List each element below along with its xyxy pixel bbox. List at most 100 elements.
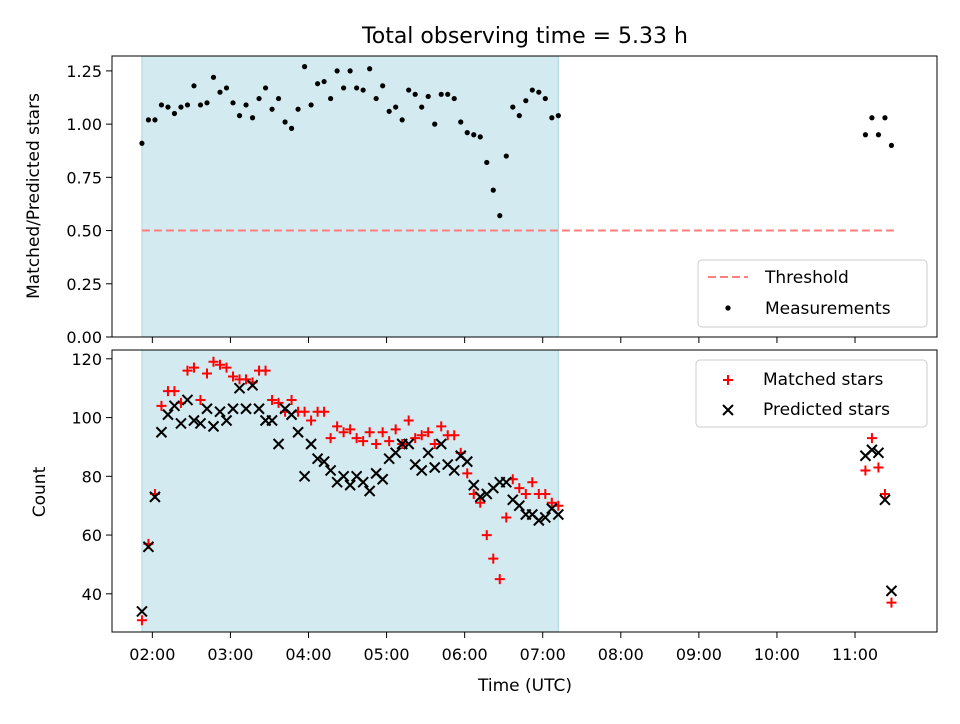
matched-star-point <box>429 439 440 449</box>
matched-star-point <box>351 433 362 444</box>
measurement-point <box>438 91 444 97</box>
predicted-star-point <box>266 414 278 427</box>
measurement-point <box>275 95 282 102</box>
ratio-legend-box <box>697 259 928 328</box>
measurement-point <box>503 153 509 159</box>
measurement-point <box>152 117 158 123</box>
measurement-point <box>334 68 340 74</box>
matched-star-point <box>481 530 492 541</box>
measurement-point <box>184 102 191 108</box>
count-legend-box <box>695 359 928 428</box>
measurement-point <box>262 85 269 91</box>
ratio-observing-span <box>141 55 559 338</box>
count-panel: 02:00 03:00 04:00 05:00 06:00 07:00 08:00 09:00… <box>71 349 938 664</box>
measurement-point <box>549 115 555 121</box>
legend-measurement-label: Measurements <box>765 299 891 319</box>
ratio-y-tick-label: 1.25 <box>66 62 102 81</box>
measurement-point <box>282 119 288 125</box>
measurement-point <box>314 81 321 87</box>
ratio-y-tick-label: 0.25 <box>66 275 102 294</box>
matched-star-point <box>410 433 421 444</box>
measurement-point <box>217 89 223 95</box>
measurement-point <box>471 132 477 138</box>
measurement-point <box>451 95 457 102</box>
predicted-star-point <box>188 414 200 427</box>
measurement-point <box>360 87 366 93</box>
matched-star-point <box>319 406 330 417</box>
predicted-star-point <box>136 605 148 618</box>
predicted-star-point <box>866 444 878 456</box>
measurement-point <box>516 113 522 119</box>
measurement-point <box>178 104 184 110</box>
x-tick-label: 04:00 <box>285 645 331 664</box>
predicted-star-point <box>885 585 898 597</box>
predicted-star-point <box>214 405 226 418</box>
count-y-tick-label: 40 <box>82 585 102 604</box>
predicted-star-point <box>324 464 337 477</box>
matched-star-point <box>377 427 388 438</box>
predicted-star-point <box>318 455 330 468</box>
matched-star-point <box>488 553 499 564</box>
predicted-star-point <box>872 447 885 459</box>
predicted-star-point <box>149 491 161 503</box>
predicted-star-point <box>155 426 168 438</box>
predicted-star-point <box>246 379 259 391</box>
predicted-star-point <box>220 414 233 427</box>
matched-star-point <box>136 615 147 626</box>
predicted-star-point <box>337 470 350 483</box>
predicted-star-point <box>168 400 181 412</box>
measurement-point <box>869 115 875 121</box>
measurement-point <box>393 104 399 110</box>
ratio-panel: 0.00 0.25 0.50 0.75 1.00 1.25 Threshold Measure… <box>66 55 938 347</box>
x-tick-label: 09:00 <box>676 645 722 664</box>
measurement-point <box>386 108 392 114</box>
measurement-point <box>399 117 405 123</box>
measurement-point <box>419 104 425 110</box>
predicted-star-point <box>240 403 252 415</box>
matched-star-point <box>866 433 877 444</box>
matched-star-point <box>306 415 317 426</box>
measurement-point <box>295 106 301 112</box>
measurement-point <box>555 113 561 119</box>
predicted-star-point <box>175 417 187 430</box>
measurement-point <box>497 213 503 219</box>
measurement-point <box>328 95 334 102</box>
matched-star-point <box>494 574 505 585</box>
count-axes-frame <box>111 349 938 633</box>
measurement-point <box>464 130 470 136</box>
measurement-point <box>210 74 217 80</box>
ratio-legend: Threshold Measurements <box>697 259 928 328</box>
matched-star-point <box>475 497 486 508</box>
measurement-point <box>412 91 418 97</box>
ratio-y-tick-label: 0.00 <box>66 328 102 347</box>
measurement-point <box>158 102 165 108</box>
predicted-star-point <box>402 438 415 450</box>
matched-star-point <box>169 386 180 397</box>
measurement-point <box>523 98 529 104</box>
ratio-axes-frame <box>111 55 938 338</box>
measurement-point <box>269 106 275 112</box>
predicted-star-point <box>415 464 428 477</box>
matched-star-point <box>332 421 343 432</box>
predicted-star-point <box>363 485 376 497</box>
x-tick-label: 10:00 <box>754 645 800 664</box>
measurement-point <box>165 104 171 110</box>
predicted-star-point <box>468 479 480 491</box>
measurement-point <box>223 85 230 91</box>
measurement-point <box>477 134 483 140</box>
predicted-star-point <box>207 420 220 433</box>
matched-star-point <box>873 462 884 473</box>
measurement-point <box>458 119 464 125</box>
matched-star-point <box>338 427 349 438</box>
matched-star-point <box>416 430 427 441</box>
measurement-point <box>145 117 152 123</box>
matched-star-point <box>527 477 538 488</box>
predicted-star-point <box>389 447 402 459</box>
count-y-tick-label: 60 <box>82 526 102 545</box>
count-y-tick-label: 120 <box>71 350 102 369</box>
predicted-star-point <box>181 394 194 406</box>
measurement-point <box>882 115 888 121</box>
predicted-star-point <box>461 455 473 468</box>
matched-star-point <box>449 430 460 441</box>
